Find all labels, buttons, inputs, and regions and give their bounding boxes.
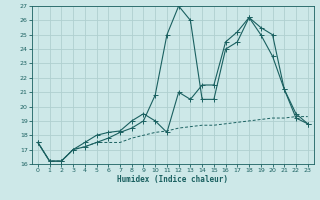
X-axis label: Humidex (Indice chaleur): Humidex (Indice chaleur) (117, 175, 228, 184)
